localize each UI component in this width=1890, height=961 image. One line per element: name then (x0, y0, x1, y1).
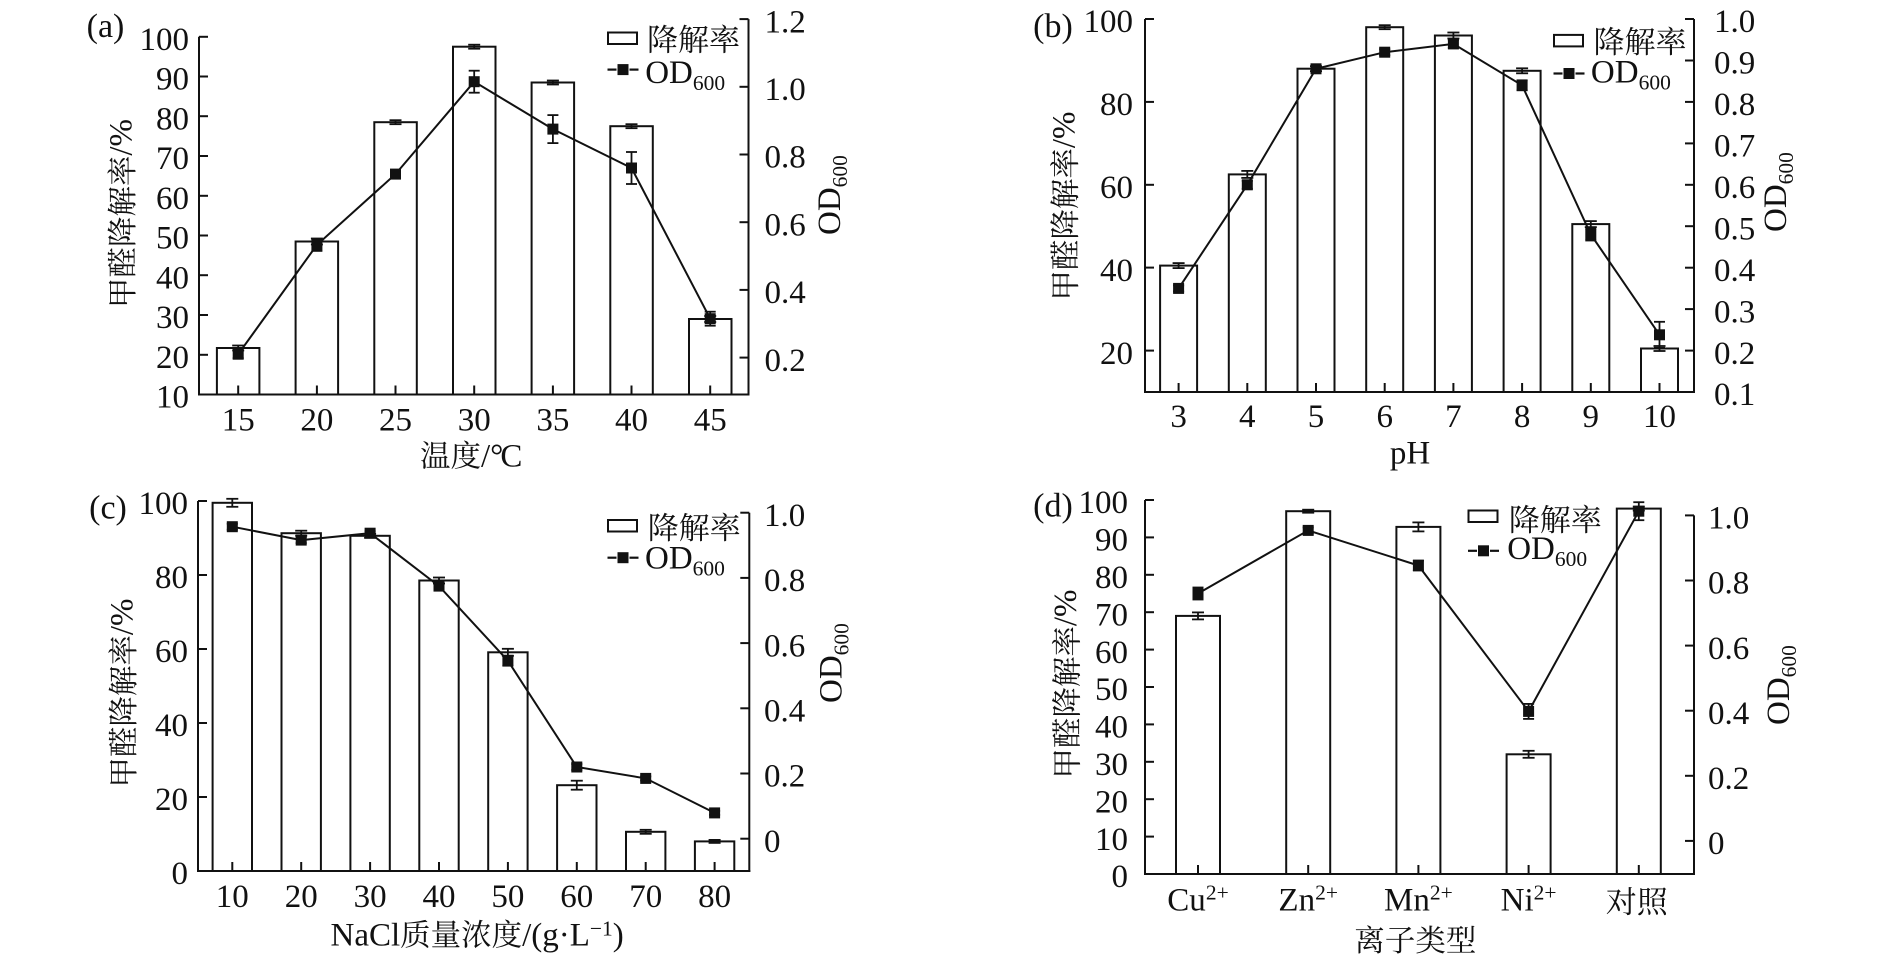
svg-text:/%: /% (1046, 111, 1082, 148)
svg-text:(b): (b) (1033, 8, 1073, 45)
svg-text:3: 3 (1170, 399, 1187, 435)
svg-text:0.6: 0.6 (764, 628, 805, 664)
svg-text:80: 80 (1095, 560, 1128, 596)
svg-text:70: 70 (156, 141, 189, 177)
svg-text:35: 35 (536, 403, 569, 439)
svg-text:100: 100 (1079, 485, 1129, 521)
svg-text:0.2: 0.2 (1714, 336, 1755, 372)
svg-text:0.5: 0.5 (1714, 211, 1755, 247)
svg-text:45: 45 (694, 403, 727, 439)
svg-text:0.2: 0.2 (1708, 761, 1749, 797)
svg-text:60: 60 (156, 181, 189, 217)
svg-text:100: 100 (139, 486, 189, 522)
svg-text:7: 7 (1445, 399, 1462, 435)
svg-text:0: 0 (764, 824, 781, 860)
svg-text:50: 50 (1095, 672, 1128, 708)
svg-text:8: 8 (1514, 399, 1531, 435)
svg-text:40: 40 (1100, 253, 1133, 289)
svg-text:/°C: /°C (481, 439, 522, 475)
svg-text:4: 4 (1239, 399, 1256, 435)
svg-text:0.1: 0.1 (1714, 377, 1755, 413)
svg-text:1.0: 1.0 (765, 72, 806, 108)
svg-text:20: 20 (1100, 336, 1133, 372)
svg-text:30: 30 (156, 300, 189, 336)
svg-text:80: 80 (1100, 87, 1133, 123)
svg-text:0.8: 0.8 (1714, 87, 1755, 123)
svg-text:60: 60 (155, 634, 188, 670)
svg-text:Ni2+: Ni2+ (1501, 881, 1557, 919)
svg-text:/%: /% (1048, 589, 1084, 626)
svg-text:80: 80 (156, 101, 189, 137)
svg-text:60: 60 (1095, 635, 1128, 671)
svg-text:15: 15 (222, 403, 255, 439)
svg-text:50: 50 (491, 879, 524, 915)
svg-text:0.2: 0.2 (764, 759, 805, 795)
svg-text:20: 20 (155, 782, 188, 818)
svg-text:100: 100 (140, 22, 190, 58)
svg-text:1.0: 1.0 (1708, 501, 1749, 537)
svg-text:1.2: 1.2 (765, 4, 806, 40)
svg-text:0.4: 0.4 (765, 275, 806, 311)
svg-text:6: 6 (1376, 399, 1393, 435)
svg-text:10: 10 (156, 380, 189, 416)
svg-text:0.4: 0.4 (1708, 696, 1749, 732)
svg-text:50: 50 (156, 221, 189, 257)
svg-text:80: 80 (155, 560, 188, 596)
svg-text:pH: pH (1390, 436, 1430, 472)
svg-text:10: 10 (1643, 399, 1676, 435)
svg-text:90: 90 (1095, 523, 1128, 559)
svg-text:40: 40 (423, 879, 456, 915)
svg-text:/%: /% (104, 119, 140, 156)
svg-text:(d): (d) (1033, 488, 1073, 525)
svg-text:100: 100 (1084, 4, 1134, 40)
svg-text:/%: /% (105, 598, 141, 635)
svg-text:0.6: 0.6 (765, 207, 806, 243)
svg-text:0.9: 0.9 (1714, 46, 1755, 82)
svg-text:0.8: 0.8 (1708, 566, 1749, 602)
svg-text:30: 30 (458, 403, 491, 439)
svg-text:0.2: 0.2 (765, 343, 806, 379)
svg-text:0.4: 0.4 (1714, 253, 1755, 289)
svg-text:20: 20 (156, 340, 189, 376)
svg-text:80: 80 (698, 879, 731, 915)
svg-text:0: 0 (172, 856, 189, 892)
svg-text:90: 90 (156, 62, 189, 98)
svg-text:40: 40 (1095, 710, 1128, 746)
svg-text:1.0: 1.0 (1714, 4, 1755, 40)
svg-text:0: 0 (1112, 859, 1129, 895)
svg-text:20: 20 (300, 403, 333, 439)
svg-text:Zn2+: Zn2+ (1278, 881, 1338, 919)
svg-text:(a): (a) (87, 8, 125, 45)
svg-text:70: 70 (1095, 597, 1128, 633)
svg-text:0: 0 (1708, 826, 1725, 862)
svg-text:40: 40 (615, 403, 648, 439)
svg-text:10: 10 (216, 879, 249, 915)
svg-text:30: 30 (1095, 747, 1128, 783)
svg-text:40: 40 (156, 260, 189, 296)
svg-text:10: 10 (1095, 822, 1128, 858)
svg-text:70: 70 (629, 879, 662, 915)
svg-text:0.4: 0.4 (764, 694, 805, 730)
svg-text:0.8: 0.8 (764, 563, 805, 599)
svg-text:0.6: 0.6 (1714, 170, 1755, 206)
svg-text:0.8: 0.8 (765, 140, 806, 176)
svg-text:0.3: 0.3 (1714, 294, 1755, 330)
svg-text:0.6: 0.6 (1708, 631, 1749, 667)
svg-text:20: 20 (285, 879, 318, 915)
svg-text:60: 60 (560, 879, 593, 915)
svg-text:20: 20 (1095, 784, 1128, 820)
svg-text:9: 9 (1583, 399, 1600, 435)
svg-text:60: 60 (1100, 170, 1133, 206)
svg-text:25: 25 (379, 403, 412, 439)
svg-text:40: 40 (155, 708, 188, 744)
svg-text:1.0: 1.0 (764, 498, 805, 534)
svg-text:0.7: 0.7 (1714, 129, 1755, 165)
svg-text:NaCl: NaCl (331, 918, 401, 954)
svg-text:(c): (c) (89, 490, 127, 527)
svg-text:5: 5 (1308, 399, 1325, 435)
svg-text:30: 30 (354, 879, 387, 915)
